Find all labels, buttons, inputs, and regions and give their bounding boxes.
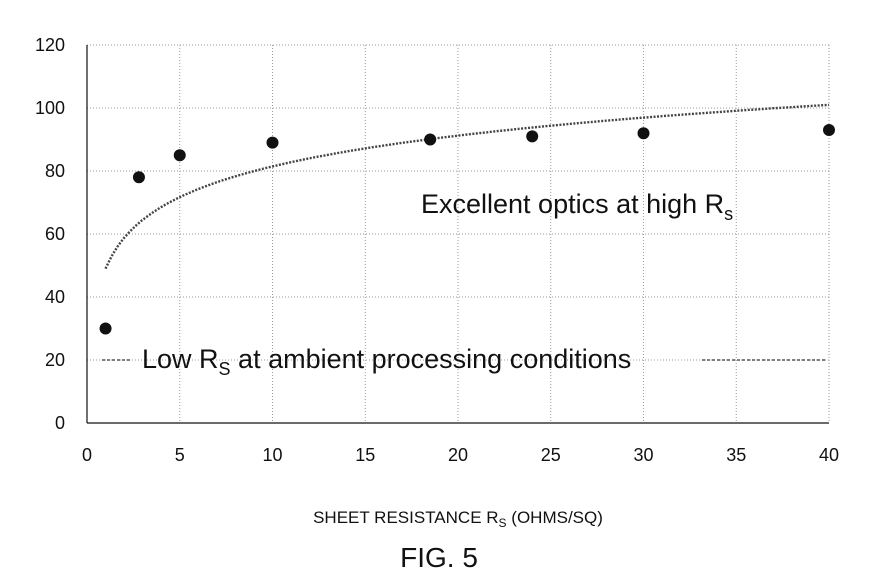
- y-tick-label: 120: [35, 35, 65, 55]
- x-tick-label: 10: [262, 445, 282, 465]
- x-tick-label: 40: [819, 445, 839, 465]
- x-tick-label: 25: [541, 445, 561, 465]
- data-point: [526, 130, 538, 142]
- x-tick-label: 30: [633, 445, 653, 465]
- tick-labels: 0 20 40 60 80 100 120 0 5 10 15 20 25 30 35 40: [35, 35, 839, 465]
- data-points: [100, 124, 835, 334]
- x-axis-label: SHEET RESISTANCE RS (OHMS/SQ): [313, 508, 603, 530]
- data-point: [133, 171, 145, 183]
- x-tick-label: 15: [355, 445, 375, 465]
- x-tick-label: 0: [82, 445, 92, 465]
- trendline-layer: [106, 105, 830, 269]
- y-tick-label: 80: [45, 161, 65, 181]
- x-tick-label: 5: [175, 445, 185, 465]
- annotation-excellent-optics: Excellent optics at high Rs: [421, 189, 733, 224]
- data-point: [424, 134, 436, 146]
- annotation-low-rs: Low RS at ambient processing conditions: [142, 344, 631, 379]
- trendline: [106, 105, 830, 269]
- x-tick-label: 35: [726, 445, 746, 465]
- data-point: [100, 323, 112, 335]
- figure-caption: FIG. 5: [0, 542, 878, 574]
- data-point: [638, 127, 650, 139]
- data-point: [174, 149, 186, 161]
- y-tick-label: 40: [45, 287, 65, 307]
- y-tick-label: 100: [35, 98, 65, 118]
- y-tick-label: 60: [45, 224, 65, 244]
- data-point: [823, 124, 835, 136]
- data-point: [267, 137, 279, 149]
- y-tick-label: 0: [55, 413, 65, 433]
- x-tick-label: 20: [448, 445, 468, 465]
- y-tick-label: 20: [45, 350, 65, 370]
